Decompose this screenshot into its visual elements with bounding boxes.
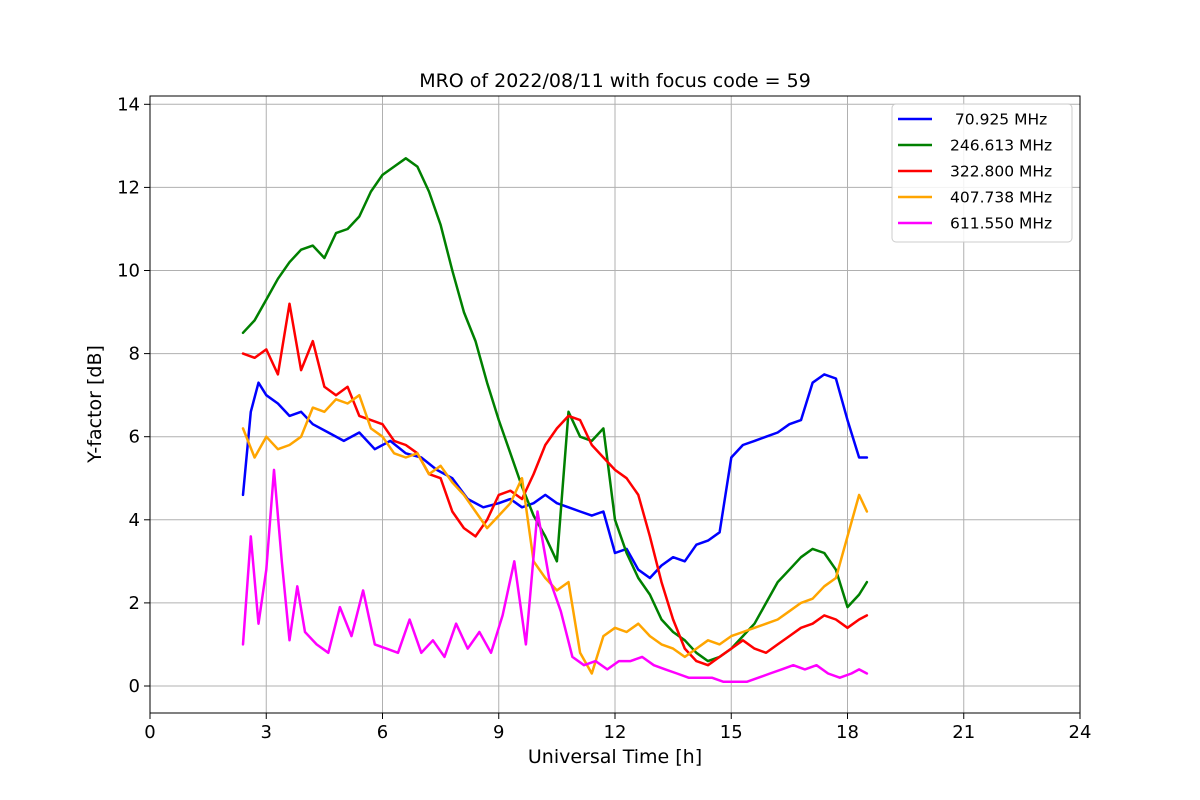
x-tick-label: 15 xyxy=(720,722,743,743)
x-tick-label: 3 xyxy=(261,722,272,743)
legend-label-3: 407.738 MHz xyxy=(950,189,1052,207)
x-axis: 0 3 6 9 12 15 18 21 24 xyxy=(144,713,1091,743)
series-line-4 xyxy=(241,468,869,684)
y-tick-label: 4 xyxy=(129,510,140,531)
x-tick-label: 21 xyxy=(952,722,975,743)
y-tick-label: 14 xyxy=(117,94,140,115)
x-tick-label: 0 xyxy=(144,722,155,743)
x-axis-label: Universal Time [h] xyxy=(528,746,702,768)
legend: 70.925 MHz 246.613 MHz 322.800 MHz 407.738 … xyxy=(891,103,1073,243)
legend-label-1: 246.613 MHz xyxy=(950,137,1052,155)
x-tick-label: 6 xyxy=(377,722,388,743)
legend-label-0: 70.925 MHz xyxy=(950,111,1047,129)
x-tick-label: 24 xyxy=(1069,722,1092,743)
y-tick-label: 12 xyxy=(117,177,140,198)
series-layer xyxy=(241,157,869,684)
legend-label-2: 322.800 MHz xyxy=(950,163,1052,181)
y-axis: 0 2 4 6 8 10 12 14 xyxy=(117,94,150,697)
series-line-0 xyxy=(241,373,869,580)
x-tick-label: 12 xyxy=(604,722,627,743)
chart-title: MRO of 2022/08/11 with focus code = 59 xyxy=(419,70,811,92)
legend-label-4: 611.550 MHz xyxy=(950,215,1052,233)
legend-box xyxy=(891,103,1073,243)
y-tick-label: 2 xyxy=(129,593,140,614)
x-tick-label: 18 xyxy=(836,722,859,743)
series-line-2 xyxy=(241,302,869,667)
series-line-3 xyxy=(241,393,869,675)
x-tick-label: 9 xyxy=(493,722,504,743)
y-axis-label: Y-factor [dB] xyxy=(84,345,106,464)
y-tick-label: 0 xyxy=(129,676,140,697)
series-line-1 xyxy=(241,157,869,663)
y-tick-label: 6 xyxy=(129,427,140,448)
y-tick-label: 8 xyxy=(129,344,140,365)
y-tick-label: 10 xyxy=(117,261,140,282)
